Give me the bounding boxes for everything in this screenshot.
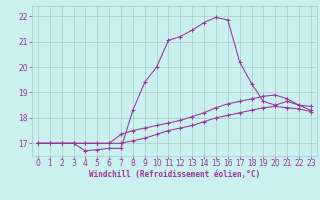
X-axis label: Windchill (Refroidissement éolien,°C): Windchill (Refroidissement éolien,°C) [89, 170, 260, 179]
